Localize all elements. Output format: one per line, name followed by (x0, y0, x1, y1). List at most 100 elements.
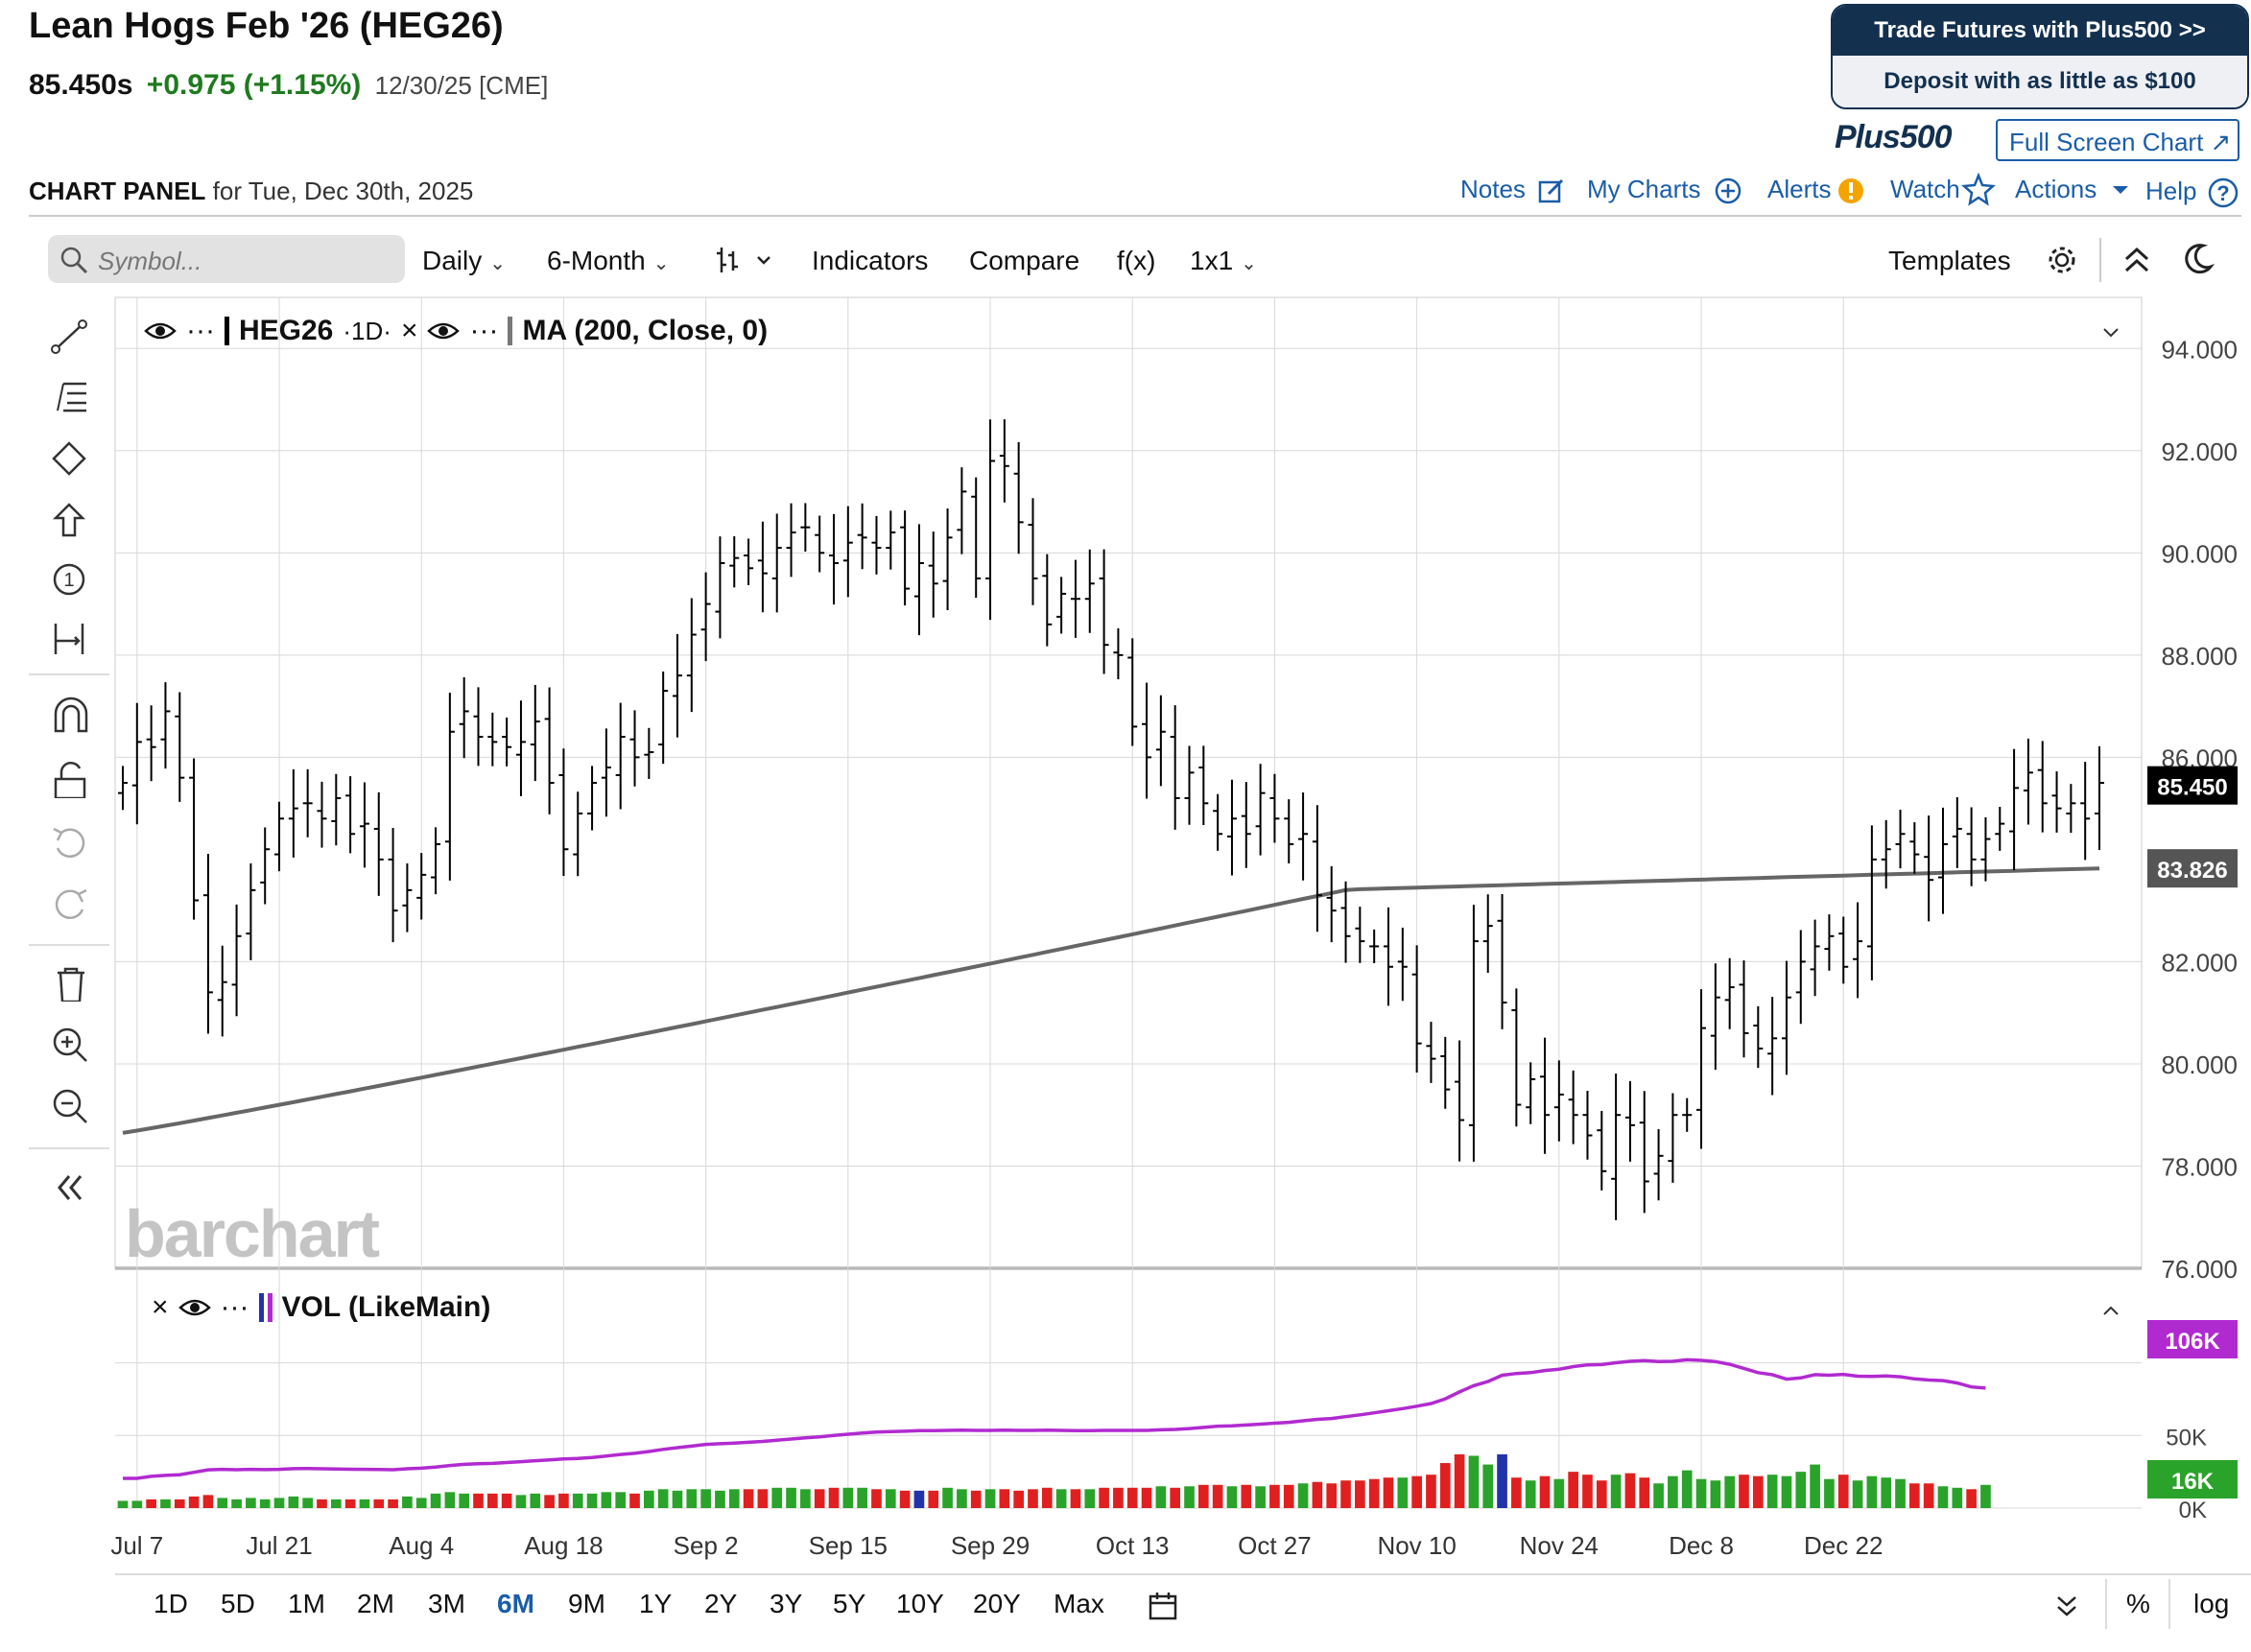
ohlc-bar (744, 538, 754, 585)
eye-icon[interactable] (144, 321, 177, 341)
promo-line-2[interactable]: Deposit with as little as $100 (1833, 56, 2247, 107)
volume-bar (430, 1493, 441, 1508)
indicators-button[interactable]: Indicators (812, 246, 929, 275)
volume-bar (544, 1495, 555, 1508)
shape-tool-icon[interactable] (50, 439, 92, 478)
volume-bar (359, 1499, 370, 1508)
chevron-down-icon[interactable] (2101, 326, 2121, 340)
symbol-search-input[interactable]: Symbol... (48, 235, 405, 283)
line-tool-icon[interactable] (50, 317, 92, 355)
x-tick-label: Oct 27 (1238, 1531, 1312, 1560)
ohlc-bar (587, 766, 598, 831)
close-icon[interactable]: × (152, 1291, 169, 1323)
range-button-10y[interactable]: 10Y (896, 1589, 944, 1618)
range-button-5y[interactable]: 5Y (833, 1589, 866, 1618)
star-icon[interactable] (1961, 173, 1996, 207)
range-button-2m[interactable]: 2M (357, 1589, 394, 1618)
volume-bar (131, 1500, 143, 1508)
fx-button[interactable]: f(x) (1117, 246, 1156, 275)
ma-200-line (122, 866, 2100, 1135)
eye-icon[interactable] (178, 1298, 211, 1317)
volume-bar (1710, 1480, 1721, 1508)
help-icon[interactable]: ? (2207, 177, 2239, 209)
price-tags: 85.450 83.826 106K 16K (2147, 766, 2238, 1499)
range-button-5d[interactable]: 5D (221, 1589, 255, 1618)
templates-button[interactable]: Templates (1888, 246, 2011, 275)
range-button-3m[interactable]: 3M (428, 1589, 465, 1618)
volume-bar (1126, 1487, 1138, 1508)
actions-menu[interactable]: Actions (2015, 175, 2097, 203)
notes-link[interactable]: Notes (1460, 175, 1526, 203)
volume-bar (146, 1499, 156, 1508)
range-button-2y[interactable]: 2Y (704, 1589, 738, 1618)
alerts-link[interactable]: Alerts (1767, 175, 1832, 203)
range-select[interactable]: 6-Month ⌄ (547, 246, 669, 276)
alert-warning-icon[interactable] (1836, 177, 1865, 205)
range-button-1y[interactable]: 1Y (639, 1589, 673, 1618)
zoom-out-icon[interactable] (50, 1086, 92, 1124)
more-options-icon[interactable]: ··· (186, 315, 215, 346)
promo-banner[interactable]: Trade Futures with Plus500 >> Deposit wi… (1831, 4, 2249, 109)
range-button-6m[interactable]: 6M (497, 1589, 534, 1618)
eye-icon[interactable] (427, 321, 461, 341)
help-link[interactable]: Help (2145, 177, 2197, 205)
ohlc-bar (1326, 865, 1337, 943)
percent-toggle[interactable]: % (2126, 1589, 2150, 1618)
redo-icon[interactable] (50, 885, 92, 923)
moon-icon[interactable] (2180, 242, 2215, 276)
chevron-up-icon[interactable] (2101, 1305, 2121, 1318)
x-tick-label: Sep 29 (951, 1531, 1030, 1560)
plus500-logo[interactable]: Plus500 (1835, 119, 1953, 155)
undo-icon[interactable] (50, 823, 92, 861)
collapse-up-icon[interactable] (2121, 244, 2153, 276)
chevron-down-icon[interactable] (2111, 182, 2130, 198)
more-options-icon[interactable]: ··· (469, 315, 499, 346)
full-screen-chart-button[interactable]: Full Screen Chart ↗ (1996, 119, 2239, 161)
ohlc-bar (700, 572, 711, 662)
range-button-1m[interactable]: 1M (288, 1589, 325, 1618)
promo-line-1[interactable]: Trade Futures with Plus500 >> (1833, 6, 2247, 56)
y-tick-label: 76.000 (2161, 1255, 2238, 1284)
range-button-9m[interactable]: 9M (568, 1589, 605, 1618)
svg-text:?: ? (2216, 181, 2229, 205)
ohlc-bar (1355, 907, 1365, 963)
collapse-toolbar-icon[interactable] (50, 1168, 92, 1207)
watch-link[interactable]: Watch (1890, 175, 1960, 203)
range-button-20y[interactable]: 20Y (973, 1589, 1021, 1618)
add-chart-icon[interactable] (1714, 177, 1742, 205)
layout-select[interactable]: 1x1 ⌄ (1190, 246, 1257, 276)
unlock-icon[interactable] (50, 760, 92, 798)
interval-select[interactable]: Daily ⌄ (422, 246, 506, 276)
double-chevron-down-icon[interactable] (2053, 1593, 2080, 1619)
volume-bar (1653, 1483, 1664, 1508)
magnet-icon[interactable] (50, 695, 92, 733)
compare-button[interactable]: Compare (969, 246, 1080, 275)
arrow-up-tool-icon[interactable] (50, 501, 92, 539)
gear-icon[interactable] (2046, 244, 2078, 276)
notes-icon[interactable] (1537, 177, 1566, 205)
volume-bar (1681, 1470, 1693, 1508)
trash-icon[interactable] (50, 963, 92, 1002)
volume-bar (1895, 1478, 1906, 1508)
fibonacci-tool-icon[interactable] (50, 378, 92, 416)
ohlc-bar (1611, 1074, 1622, 1220)
counter-tool-icon[interactable]: 1 (50, 560, 92, 599)
close-icon[interactable]: × (400, 315, 418, 346)
zoom-in-icon[interactable] (50, 1025, 92, 1063)
ohlc-bar (1710, 963, 1720, 1071)
range-button-max[interactable]: Max (1054, 1589, 1104, 1618)
ohlc-bar (2051, 771, 2062, 833)
log-toggle[interactable]: log (2193, 1589, 2230, 1618)
more-options-icon[interactable]: ··· (220, 1291, 249, 1323)
bar-type-icon[interactable] (714, 244, 781, 276)
x-tick-label: Dec 22 (1804, 1531, 1883, 1560)
range-button-1d[interactable]: 1D (154, 1589, 188, 1618)
ohlc-bar (658, 671, 669, 765)
range-button-3y[interactable]: 3Y (770, 1589, 803, 1618)
measure-tool-icon[interactable] (50, 620, 92, 658)
volume-bar (1468, 1455, 1480, 1508)
calendar-icon[interactable] (1148, 1591, 1178, 1621)
my-charts-link[interactable]: My Charts (1587, 175, 1701, 203)
ohlc-bar (1909, 822, 1920, 874)
